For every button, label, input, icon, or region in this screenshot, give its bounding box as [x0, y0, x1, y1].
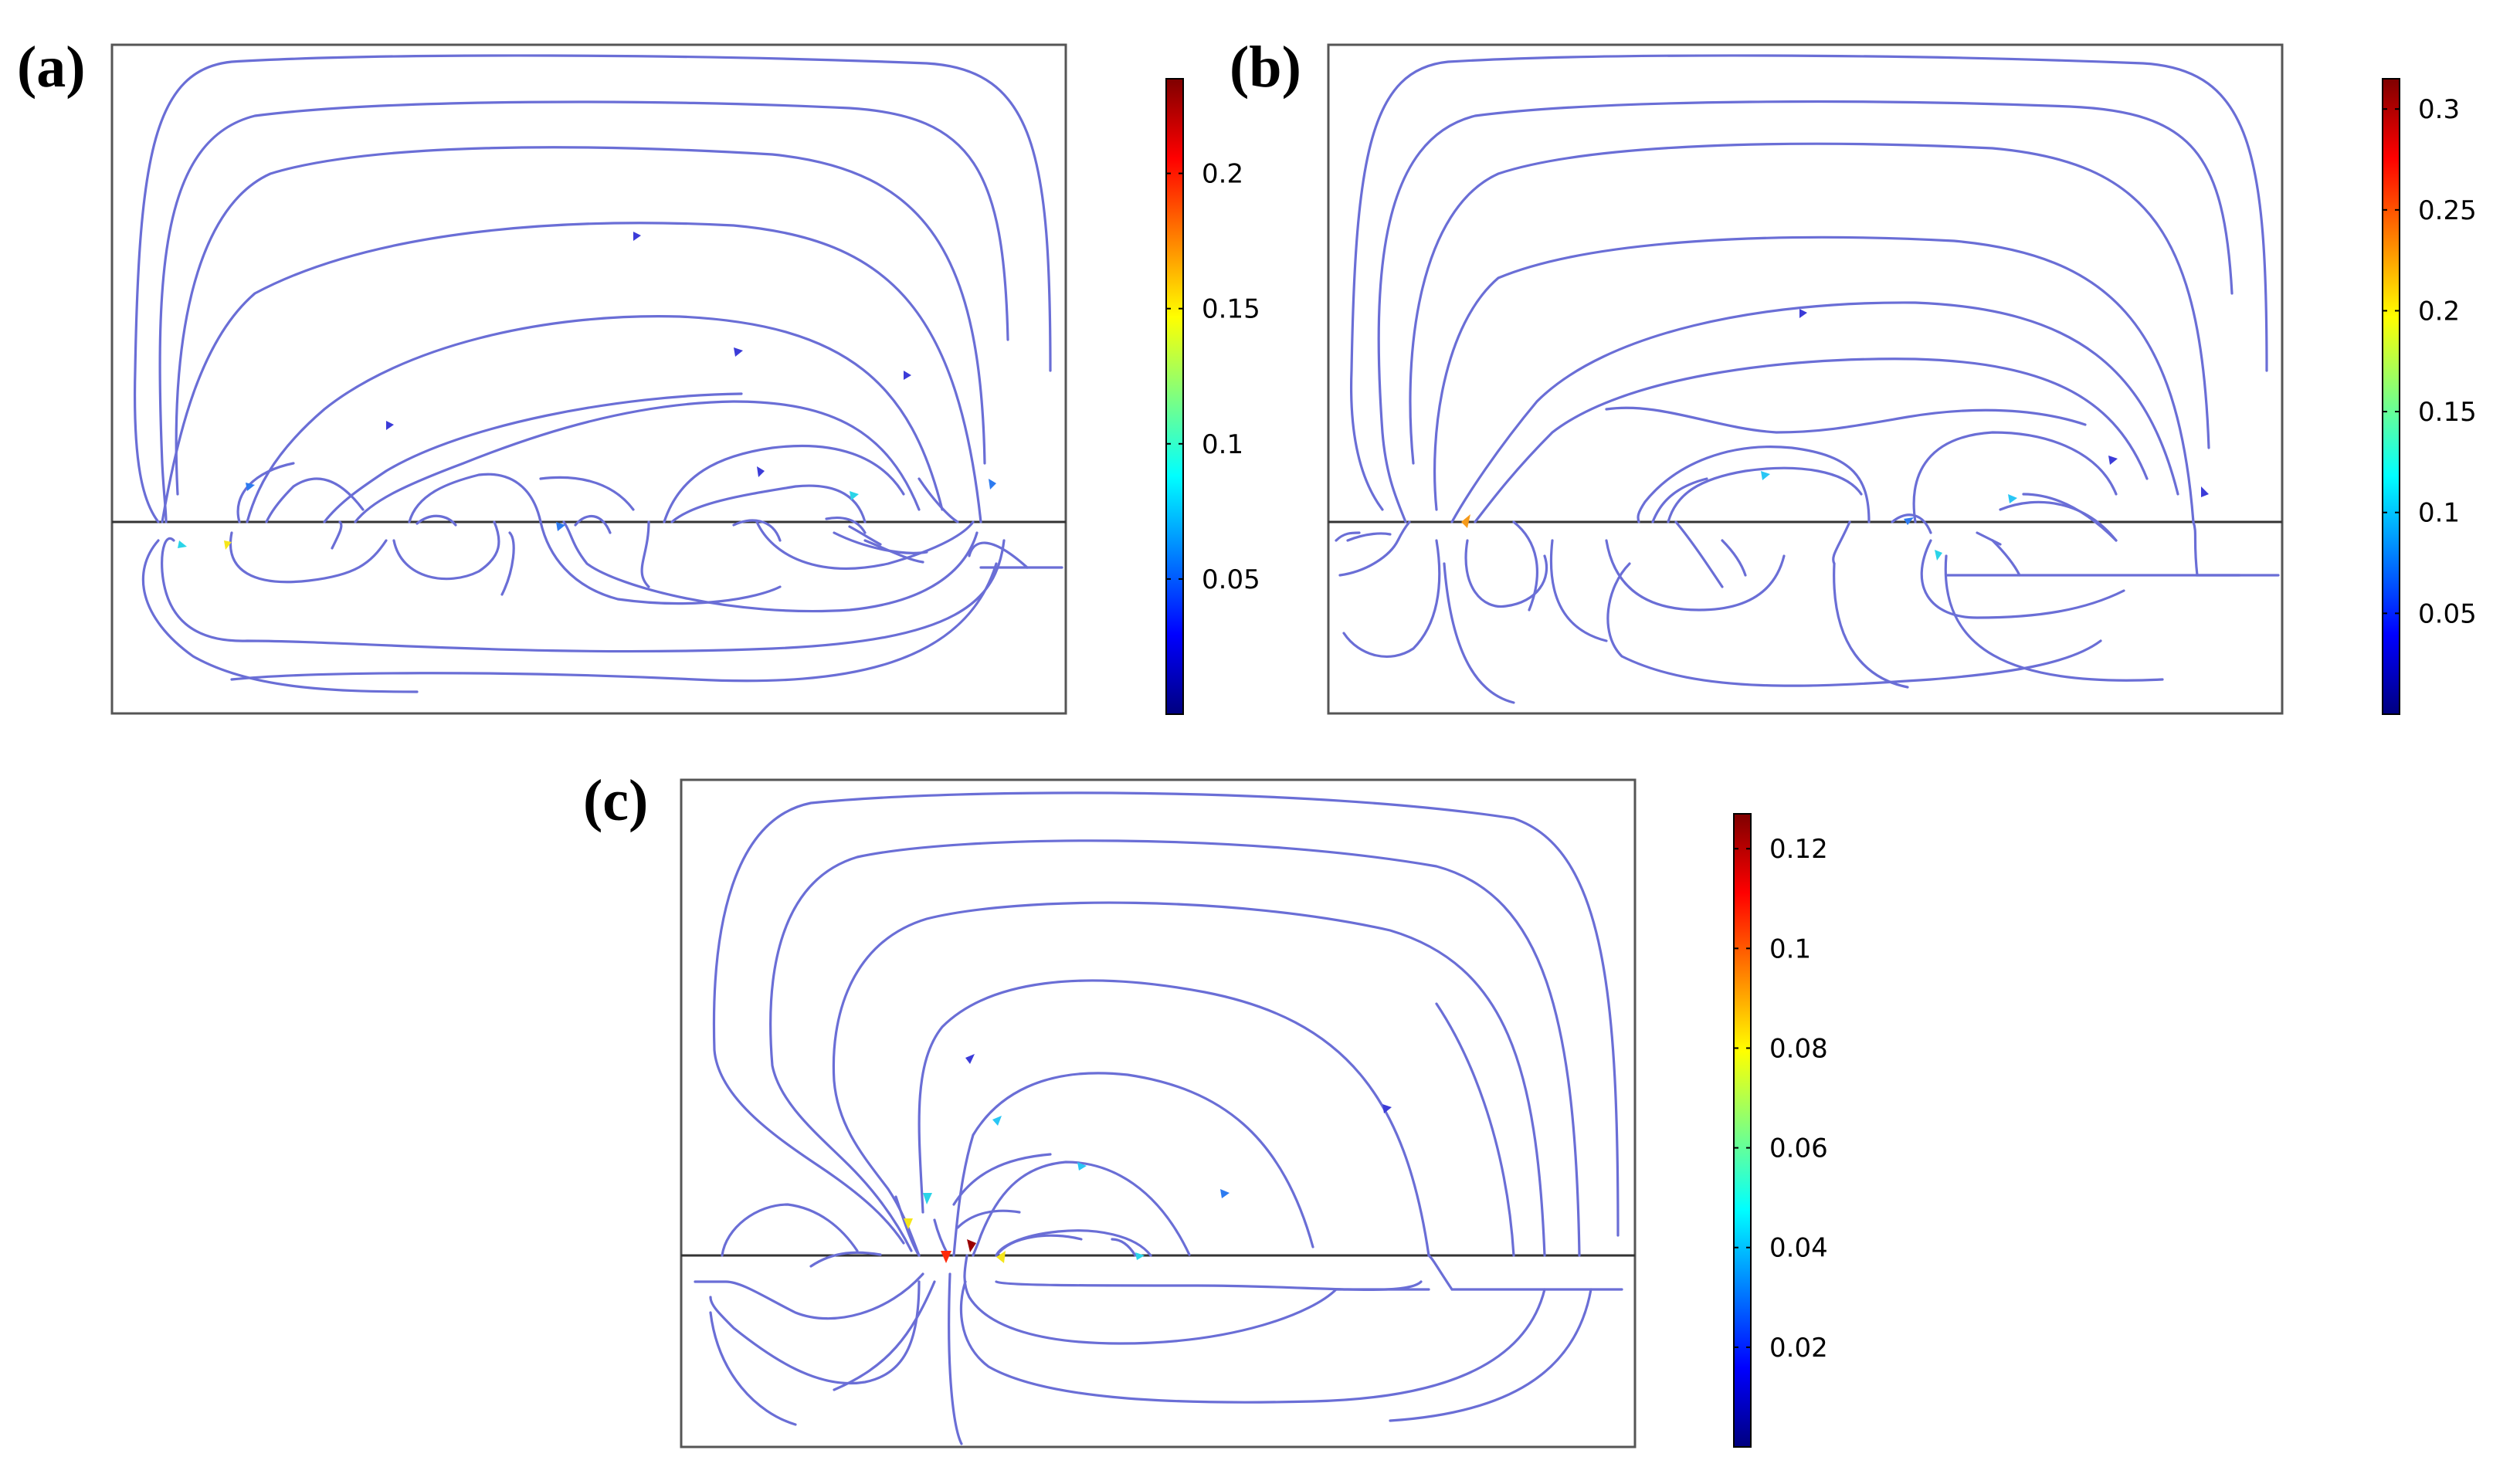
- panel-a-arrow: [386, 421, 394, 430]
- panel-a-arrow: [556, 522, 565, 531]
- panel-c-colorbar-frame: [1733, 813, 1752, 1448]
- panel-c-arrow: [1382, 1104, 1392, 1113]
- colorbar-tick-label: 0.05: [1202, 564, 1260, 595]
- colorbar-tick-label: 0.12: [1769, 834, 1828, 865]
- panel-a-streamlines: [134, 54, 1063, 693]
- colorbar-tick-label: 0.2: [1202, 159, 1243, 190]
- panel-b-colorbar-fill: [2383, 79, 2400, 714]
- panel-a-colorbar-fill: [1166, 79, 1183, 714]
- panel-a: (a): [17, 35, 1260, 715]
- panel-c-arrow: [1077, 1162, 1087, 1171]
- colorbar-tick-label: 0.1: [1202, 429, 1243, 460]
- panel-a-arrow: [246, 483, 255, 491]
- colorbar-tick-label: 0.1: [2418, 498, 2460, 529]
- panel-c-arrows: [904, 1054, 1392, 1263]
- panel-b-streamlines: [1335, 54, 2280, 704]
- colorbar-tick-label: 0.15: [1202, 294, 1260, 325]
- panel-c-colorbar: 0.02 0.04 0.06 0.08 0.1 0.12: [1733, 813, 1828, 1448]
- panel-c-arrow: [1135, 1252, 1145, 1260]
- panel-c-arrow: [1220, 1189, 1230, 1198]
- panel-c-label: (c): [583, 768, 648, 833]
- panel-a-arrow: [850, 491, 859, 500]
- panel-a-colorbar-frame: [1165, 78, 1184, 715]
- panel-a-arrow: [757, 466, 765, 477]
- panel-c-colorbar-fill: [1734, 814, 1751, 1447]
- panel-b-arrows: [1461, 309, 2209, 561]
- panel-a-colorbar: 0.05 0.1 0.15 0.2: [1165, 78, 1260, 715]
- colorbar-tick-label: 0.05: [2418, 598, 2477, 629]
- panel-b-label: (b): [1230, 35, 1301, 100]
- panel-a-arrows: [178, 232, 996, 550]
- panel-c-arrow: [904, 1218, 913, 1229]
- colorbar-tick-label: 0.15: [2418, 397, 2477, 428]
- panel-b-arrow: [2201, 486, 2209, 497]
- colorbar-tick-label: 0.1: [1769, 933, 1811, 964]
- panel-b-frame: [1327, 43, 2284, 715]
- panel-b-colorbar-ticks: 0.05 0.1 0.15 0.2 0.25 0.3: [2383, 94, 2477, 629]
- panel-a-arrow: [734, 347, 743, 357]
- panel-c-arrow: [965, 1054, 975, 1064]
- colorbar-tick-label: 0.25: [2418, 195, 2477, 226]
- panel-a-arrow: [633, 232, 641, 241]
- colorbar-tick-label: 0.3: [2418, 94, 2460, 125]
- panel-c-streamlines: [694, 791, 1623, 1445]
- panel-b-arrow: [2108, 456, 2118, 465]
- panel-a-frame: [110, 43, 1067, 715]
- panel-a-colorbar-ticks: 0.05 0.1 0.15 0.2: [1166, 159, 1260, 595]
- panel-c-arrow: [923, 1193, 932, 1204]
- colorbar-tick-label: 0.04: [1769, 1233, 1828, 1264]
- panel-b-colorbar: 0.05 0.1 0.15 0.2 0.25 0.3: [2382, 78, 2477, 715]
- panel-b-colorbar-frame: [2382, 78, 2400, 715]
- colorbar-tick-label: 0.02: [1769, 1333, 1828, 1364]
- panel-b: (b): [1230, 35, 2477, 715]
- panel-c: (c): [583, 768, 1828, 1448]
- panel-a-arrow: [989, 479, 996, 490]
- panel-a-label: (a): [17, 35, 86, 100]
- panel-c-colorbar-ticks: 0.02 0.04 0.06 0.08 0.1 0.12: [1734, 834, 1828, 1364]
- panel-c-arrow: [967, 1239, 976, 1252]
- panel-a-arrow: [224, 540, 232, 550]
- panel-b-arrow: [2008, 494, 2017, 503]
- colorbar-tick-label: 0.06: [1769, 1133, 1828, 1164]
- panel-a-arrow: [178, 540, 187, 548]
- panel-b-arrow: [1761, 471, 1770, 480]
- panel-b-arrow: [1799, 309, 1807, 318]
- panel-b-arrow: [1461, 514, 1470, 528]
- panel-c-arrow: [941, 1251, 951, 1263]
- panel-a-arrow: [904, 371, 911, 380]
- panel-c-arrow: [992, 1116, 1002, 1126]
- colorbar-tick-label: 0.08: [1769, 1033, 1828, 1064]
- panel-c-arrow: [996, 1251, 1006, 1263]
- panel-b-arrow: [1935, 550, 1942, 561]
- panel-b-arrow: [1904, 517, 1914, 525]
- colorbar-tick-label: 0.2: [2418, 296, 2460, 327]
- panel-c-frame: [680, 778, 1637, 1448]
